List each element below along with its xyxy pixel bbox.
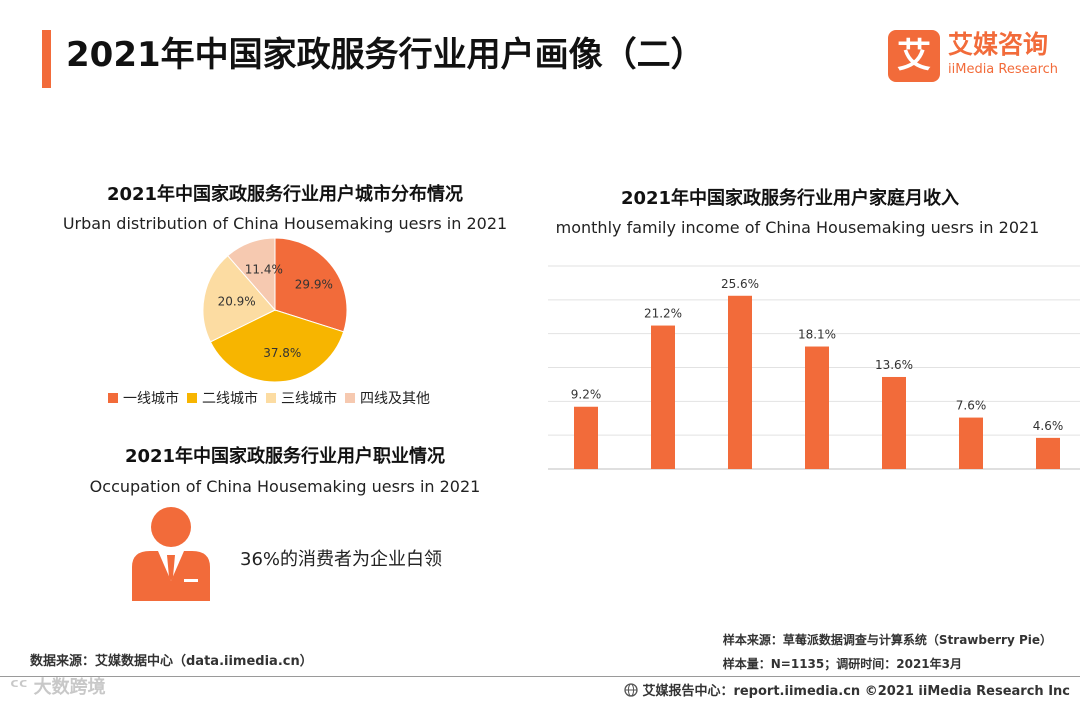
footer-divider <box>0 676 1080 677</box>
pie-label-1: 37.8% <box>263 346 301 360</box>
income-bar-label-4: 13.6% <box>875 358 913 372</box>
legend-label-0: 一线城市 <box>123 391 179 407</box>
legend-swatch-3 <box>345 393 355 403</box>
income-bar-label-5: 7.6% <box>956 399 987 413</box>
globe-icon <box>624 682 639 697</box>
pie-slice-0 <box>274 237 348 333</box>
income-bar-4 <box>882 376 906 469</box>
legend-item-2: 三线城市 <box>266 388 337 408</box>
income-bar-3 <box>805 346 829 469</box>
income-bar-5 <box>959 417 983 469</box>
income-bar-chart: 9.2% 21.2% 25.6% 18.1% 13.6% 7.6% 4.6% <box>548 265 1080 470</box>
income-bar-1 <box>651 325 675 469</box>
logo-mark: 艾 <box>888 30 940 82</box>
income-bar-label-6: 4.6% <box>1033 419 1064 433</box>
pie-slice-1 <box>209 309 345 383</box>
sample-size: 样本量：N=1135；调研时间：2021年3月 <box>722 657 962 671</box>
city-chart-legend: 一线城市 二线城市 三线城市 四线及其他 <box>108 388 468 408</box>
page-title: 2021年中国家政服务行业用户画像（二） <box>66 35 705 75</box>
pie-slice-3 <box>227 237 276 312</box>
watermark: ᑦᑦ 大数跨境 <box>10 677 106 698</box>
report-center: 艾媒报告中心：report.iimedia.cn ©2021 iiMedia R… <box>624 680 1070 699</box>
legend-item-1: 二线城市 <box>187 388 258 408</box>
legend-swatch-1 <box>187 393 197 403</box>
legend-label-1: 二线城市 <box>202 391 258 407</box>
income-bar-label-0: 9.2% <box>571 388 602 402</box>
businessman-icon <box>132 507 210 601</box>
iimedia-logo: 艾 艾媒咨询 iiMedia Research <box>888 30 1068 86</box>
legend-item-3: 四线及其他 <box>345 388 430 408</box>
city-chart-subtitle: Urban distribution of China Housemaking … <box>62 214 508 233</box>
income-chart-title: 2021年中国家政服务行业用户家庭月收入 <box>620 188 960 209</box>
legend-swatch-0 <box>108 393 118 403</box>
legend-label-3: 四线及其他 <box>360 391 430 407</box>
income-bar-label-3: 18.1% <box>798 328 836 342</box>
report-center-text: 艾媒报告中心：report.iimedia.cn ©2021 iiMedia R… <box>642 684 1070 699</box>
legend-swatch-2 <box>266 393 276 403</box>
title-accent-bar <box>42 30 51 88</box>
logo-cn-text: 艾媒咨询 <box>948 30 1049 59</box>
data-source: 数据来源：艾媒数据中心（data.iimedia.cn） <box>30 654 313 669</box>
logo-en-text: iiMedia Research <box>948 62 1059 77</box>
city-pie-chart: 29.9% 37.8% 20.9% 11.4% <box>202 237 348 383</box>
city-chart-title: 2021年中国家政服务行业用户城市分布情况 <box>106 184 464 205</box>
income-bar-2 <box>728 295 752 469</box>
income-chart-subtitle: monthly family income of China Housemaki… <box>555 218 1040 237</box>
pie-slice-2 <box>202 254 276 343</box>
legend-label-2: 三线城市 <box>281 391 337 407</box>
occupation-subtitle: Occupation of China Housemaking uesrs in… <box>89 477 481 496</box>
income-bar-label-1: 21.2% <box>644 307 682 321</box>
income-bar-6 <box>1036 437 1060 469</box>
pie-label-2: 20.9% <box>218 295 256 309</box>
pie-label-0: 29.9% <box>295 277 333 291</box>
income-bar-0 <box>574 406 598 469</box>
income-bar-label-2: 25.6% <box>721 277 759 291</box>
legend-item-0: 一线城市 <box>108 388 179 408</box>
occupation-title: 2021年中国家政服务行业用户职业情况 <box>124 446 446 467</box>
occupation-text: 36%的消费者为企业白领 <box>240 549 443 570</box>
pie-label-3: 11.4% <box>245 263 283 277</box>
sample-source: 样本来源：草莓派数据调查与计算系统（Strawberry Pie） <box>722 633 1052 647</box>
